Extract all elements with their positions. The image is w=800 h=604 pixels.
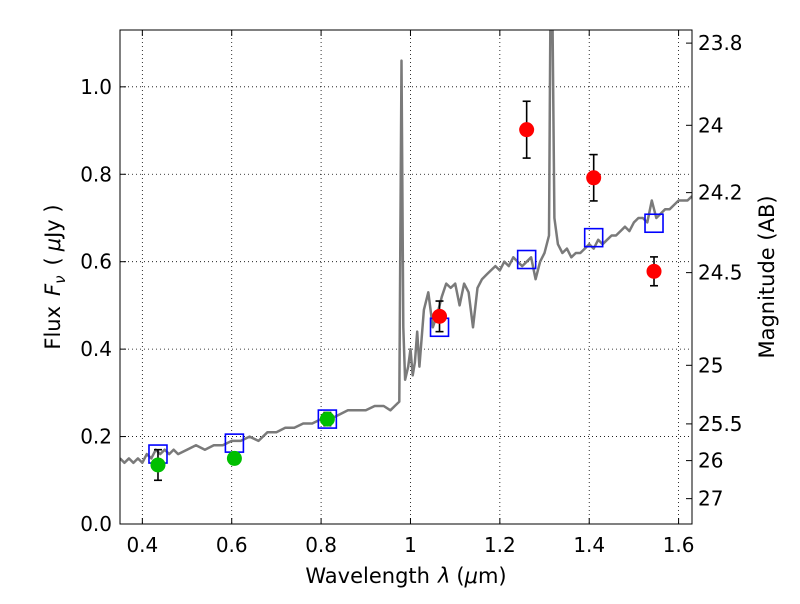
x-axis-label: Wavelength λ (μm) xyxy=(305,564,506,588)
model-spectrum-line xyxy=(120,30,692,465)
observed-flux-point xyxy=(586,170,602,186)
y-axis-label-unit-open: ( xyxy=(41,257,65,265)
x-tick-label: 0.4 xyxy=(126,533,158,557)
spectrum-layer xyxy=(120,30,692,465)
y2-tick-label: 26 xyxy=(698,449,723,473)
x-tick-label: 1.4 xyxy=(573,533,605,557)
y-axis-label-text: Flux xyxy=(41,306,65,350)
model-photometry-square xyxy=(516,249,537,270)
model-photometry-square xyxy=(317,409,338,429)
y2-tick-label: 25 xyxy=(698,353,723,377)
y-tick-label: 0.2 xyxy=(80,425,112,449)
x-axis-label-unit-mu: μ xyxy=(464,564,478,588)
x-tick-label: 0.8 xyxy=(305,533,337,557)
y-axis-label-unit-mu: μ xyxy=(41,238,65,252)
y-axis-label-subscript: ν xyxy=(51,275,69,283)
y2-tick-label: 24 xyxy=(698,113,723,137)
y2-tick-label: 27 xyxy=(698,487,723,511)
x-axis-label-unit-open: ( xyxy=(456,564,464,588)
y2-tick-label: 23.8 xyxy=(698,31,743,55)
y-axis-label: Flux Fν ( μJy ) xyxy=(41,204,69,349)
y-tick-label: 0.6 xyxy=(80,250,112,274)
y-tick-label: 0.4 xyxy=(80,337,112,361)
x-tick-label: 1.2 xyxy=(484,533,516,557)
observed-flux-point xyxy=(646,263,662,279)
x-tick-label: 1 xyxy=(404,533,417,557)
markers-layer xyxy=(148,100,664,482)
plot-frame xyxy=(119,29,693,525)
model-photometry-square xyxy=(644,213,664,234)
x-axis-label-symbol: λ xyxy=(437,564,450,588)
observed-flux-point xyxy=(519,122,535,138)
y-tick-label: 0.0 xyxy=(80,512,112,536)
y-axis-label-unit-rest: Jy ) xyxy=(41,204,65,240)
y-tick-label: 1.0 xyxy=(80,75,112,99)
y-axis-label-symbol: F xyxy=(41,283,65,296)
model-photometry-square xyxy=(583,227,604,248)
y2-tick-label: 24.2 xyxy=(698,181,743,205)
x-axis-label-text: Wavelength xyxy=(305,564,430,588)
y2-tick-label: 24.5 xyxy=(698,261,743,285)
observed-flux-point xyxy=(226,450,242,466)
x-tick-label: 0.6 xyxy=(216,533,248,557)
ticks-layer: 0.4 0.6 0.8 1 1.2 1.4 1.6 0.0 0.2 0.4 0.6 0.8 1.0 23.… xyxy=(80,30,743,557)
y2-axis-label: Magnitude (AB) xyxy=(755,195,779,358)
y2-tick-label: 25.5 xyxy=(698,412,743,436)
y-tick-label: 0.8 xyxy=(80,162,112,186)
x-tick-label: 1.6 xyxy=(663,533,695,557)
observed-flux-point xyxy=(432,308,448,324)
observed-flux-point xyxy=(150,457,166,473)
plot-area xyxy=(120,30,692,524)
x-axis-label-unit-rest: m) xyxy=(478,564,507,588)
observed-flux-point xyxy=(319,411,335,427)
